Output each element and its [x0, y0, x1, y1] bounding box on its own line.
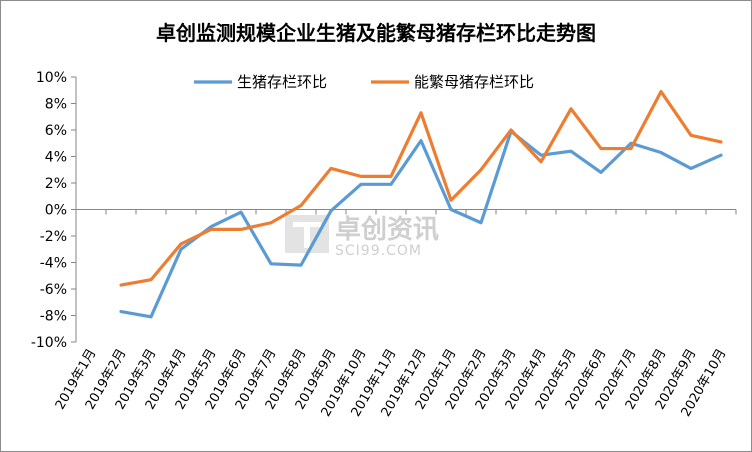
y-tick-label: -6% [40, 282, 67, 298]
y-tick-label: 2% [45, 176, 67, 192]
series-layer [119, 89, 723, 319]
y-tick-label: 6% [45, 123, 67, 139]
y-tick-label: -4% [40, 256, 67, 272]
watermark-site: SCI99.COM [335, 243, 422, 259]
watermark-brand: 卓创资讯 [335, 215, 439, 245]
legend-label-2: 能繁母猪存栏环比 [414, 73, 534, 91]
legend-label-1: 生猪存栏环比 [237, 73, 327, 91]
series-line-1 [119, 129, 723, 319]
watermark: 卓创资讯 SCI99.COM [285, 215, 439, 259]
chart-title: 卓创监测规模企业生猪及能繁母猪存栏环比走势图 [156, 21, 596, 45]
series-line-2 [119, 89, 723, 287]
y-axis: -10% -8% -6% -4% -2% 0% 2% 4% 6% 8% 10% [31, 70, 77, 351]
y-tick-label: 0% [45, 203, 67, 219]
y-tick-label: -10% [31, 335, 67, 351]
y-tick-label: 10% [36, 70, 67, 86]
y-tick-label: 4% [45, 150, 67, 166]
legend: 生猪存栏环比 能繁母猪存栏环比 [194, 73, 534, 91]
y-tick-label: -2% [40, 229, 67, 245]
y-tick-label: 8% [45, 97, 67, 113]
watermark-logo-stroke [304, 222, 310, 248]
y-tick-label: -8% [40, 309, 67, 325]
